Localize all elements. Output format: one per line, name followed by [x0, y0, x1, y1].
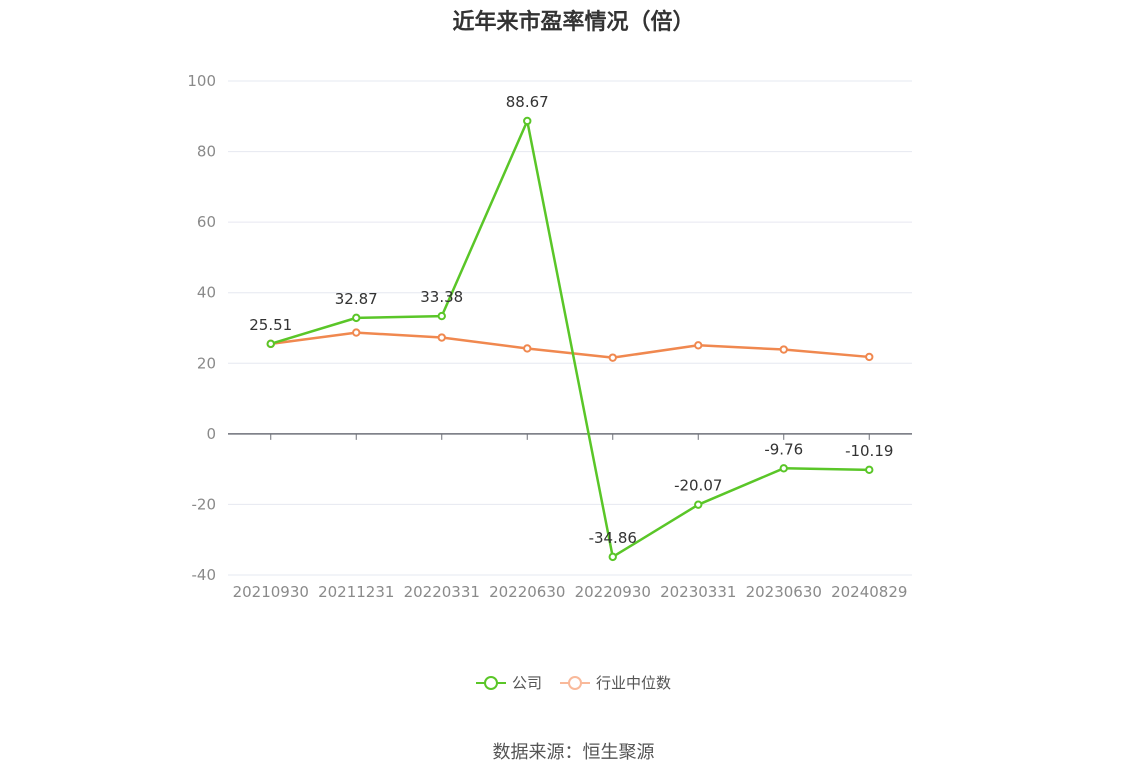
series-layer — [266, 116, 874, 562]
legend-company-line-icon — [475, 675, 506, 691]
x-tick-label: 20230331 — [660, 583, 736, 601]
industry-data-point[interactable] — [352, 328, 361, 337]
company-data-label: 88.67 — [506, 93, 549, 111]
legend-item-industry[interactable]: 行业中位数 — [560, 672, 671, 693]
company-data-point[interactable] — [523, 116, 532, 126]
industry-data-point[interactable] — [523, 344, 532, 353]
y-tick-label: 0 — [206, 425, 216, 443]
company-data-point[interactable] — [437, 311, 446, 321]
x-tick-label: 20220930 — [575, 583, 651, 601]
company-data-label: -20.07 — [674, 477, 722, 495]
company-data-label: -34.86 — [589, 529, 637, 547]
company-data-label: 32.87 — [335, 290, 378, 308]
grid-layer — [228, 80, 912, 576]
data-source: 数据来源：恒生聚源 — [492, 742, 655, 763]
legend-industry-label: 行业中位数 — [596, 674, 672, 692]
company-data-point[interactable] — [865, 465, 874, 475]
x-tick-label: 20220331 — [404, 583, 480, 601]
industry-data-point[interactable] — [779, 345, 788, 354]
legend-industry-line-icon — [560, 675, 590, 691]
y-tick-label: 80 — [197, 143, 216, 161]
company-data-point[interactable] — [694, 500, 703, 509]
y-tick-label: 100 — [187, 72, 216, 90]
x-tick-label: 20230630 — [746, 583, 822, 601]
y-tick-label: -40 — [192, 566, 217, 584]
company-data-point[interactable] — [608, 552, 617, 562]
company-data-label: -10.19 — [845, 442, 893, 460]
axis-layer: -40 -20 0 20 40 60 80 100 20210930 20211231 202203… — [187, 72, 912, 601]
industry-data-point[interactable] — [865, 352, 874, 362]
industry-data-point[interactable] — [694, 341, 703, 350]
industry-series-line — [270, 331, 870, 359]
x-tick-label: 20240829 — [831, 583, 907, 601]
x-tick-label: 20220630 — [489, 583, 565, 601]
legend: 公司 行业中位数 — [0, 672, 1147, 693]
industry-data-point[interactable] — [608, 353, 617, 362]
company-data-label: -9.76 — [764, 440, 803, 458]
y-tick-label: 20 — [197, 354, 216, 372]
legend-item-company[interactable]: 公司 — [475, 672, 542, 693]
label-layer: 25.51 32.87 33.38 88.67 -34.86 -20.07 -9.76 -10… — [249, 93, 893, 547]
chart-title: 近年来市盈率情况（倍） — [452, 10, 695, 35]
y-tick-label: 60 — [197, 213, 216, 231]
company-data-point[interactable] — [779, 464, 788, 473]
industry-data-point[interactable] — [437, 333, 446, 342]
legend-company-label: 公司 — [511, 674, 542, 692]
x-tick-label: 20210930 — [233, 583, 309, 601]
y-tick-label: -20 — [192, 495, 217, 513]
company-data-point[interactable] — [352, 313, 361, 323]
y-tick-label: 40 — [197, 284, 216, 302]
company-data-point[interactable] — [266, 339, 275, 349]
company-data-label: 25.51 — [249, 316, 292, 334]
company-data-label: 33.38 — [420, 288, 463, 306]
company-series-line — [270, 119, 870, 559]
x-tick-label: 20211231 — [318, 583, 394, 601]
